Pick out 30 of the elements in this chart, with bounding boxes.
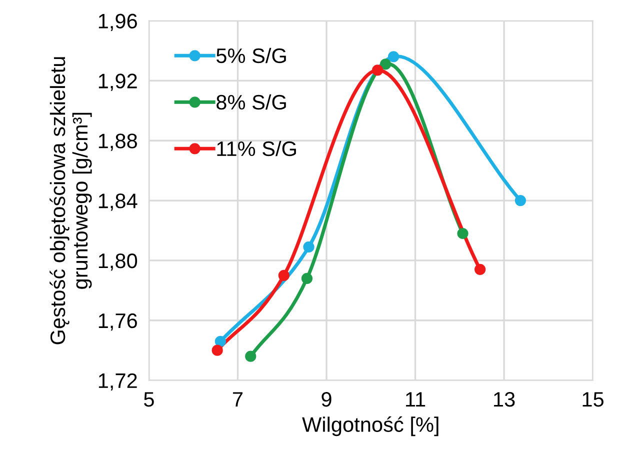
legend-label: 11% S/G <box>217 140 296 156</box>
y-axis-title: Gęstość objętościowa szkieletu gruntowego [g/cm³] <box>50 57 92 344</box>
y-tick-label: 1,80 <box>98 253 138 271</box>
point <box>303 241 314 253</box>
y-tick-label: 1,84 <box>98 194 138 211</box>
y-tick-label: 1,88 <box>98 134 137 151</box>
legend-label: 8% S/G <box>216 94 286 110</box>
y-tick-label: 1,96 <box>98 14 137 31</box>
point <box>457 228 468 240</box>
point <box>474 264 486 276</box>
x-tick-label: 13 <box>494 392 515 407</box>
x-tick-label: 7 <box>233 392 242 407</box>
point <box>245 350 256 362</box>
y-tick-label: 1,72 <box>98 373 137 391</box>
y-tick-label: 1,92 <box>98 74 137 91</box>
point <box>212 344 223 356</box>
x-tick-label: 5 <box>144 392 154 407</box>
x-tick-label: 11 <box>406 392 426 407</box>
point <box>301 272 313 284</box>
point <box>388 51 400 62</box>
point <box>380 58 392 70</box>
point <box>278 270 290 282</box>
y-tick-label: 1,76 <box>98 313 137 331</box>
point <box>214 336 226 347</box>
point <box>372 64 384 76</box>
point <box>514 194 526 206</box>
x-tick-label: 9 <box>322 392 332 407</box>
x-tick-label: 15 <box>582 392 604 407</box>
legend-label: 5% S/G <box>216 48 286 64</box>
x-axis-title: Wilgotność [%] <box>302 416 438 436</box>
